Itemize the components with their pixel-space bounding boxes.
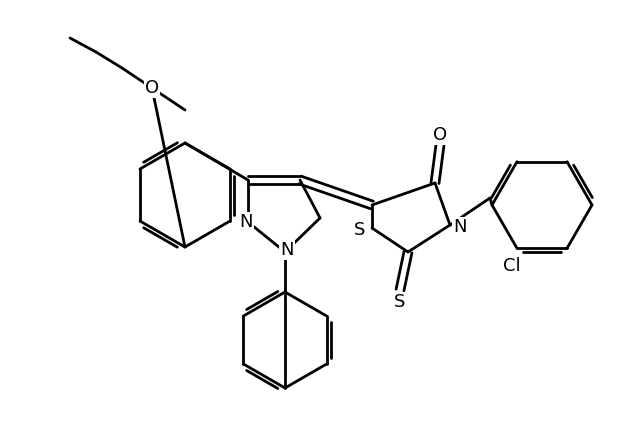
Text: S: S: [355, 221, 365, 239]
Text: Cl: Cl: [503, 257, 521, 275]
Text: N: N: [239, 213, 253, 231]
Text: N: N: [453, 218, 467, 236]
Text: O: O: [433, 126, 447, 144]
Text: S: S: [394, 293, 406, 311]
Text: O: O: [145, 79, 159, 97]
Text: N: N: [280, 241, 294, 259]
